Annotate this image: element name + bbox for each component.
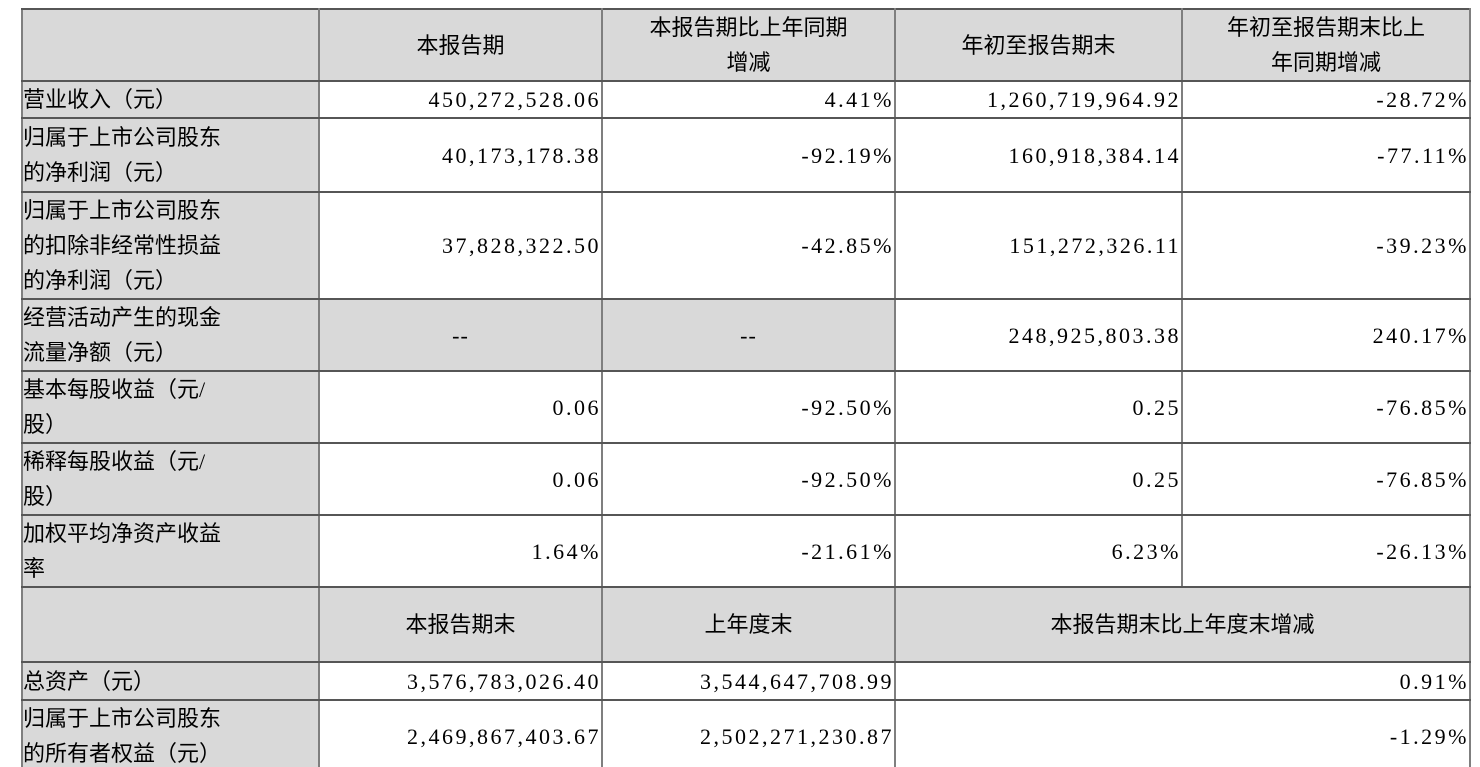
value-cell: 37,828,322.50 xyxy=(318,191,603,300)
value-cell-empty: -- xyxy=(318,298,603,372)
section1-header-ytd-yoy-change: 年初至报告期末比上 年同期增减 xyxy=(1181,8,1471,82)
section2-header-change-vs-prior-year-end: 本报告期末比上年度末增减 xyxy=(894,586,1471,663)
value-cell: -1.29% xyxy=(894,699,1471,767)
table-row-total-assets: 总资产（元） 3,576,783,026.40 3,544,647,708.99… xyxy=(21,661,1471,701)
value-cell: -42.85% xyxy=(601,191,896,300)
row-label-cell: 营业收入（元） xyxy=(21,80,320,119)
section2-header-row: 本报告期末 上年度末 本报告期末比上年度末增减 xyxy=(21,586,1471,663)
value-cell: 151,272,326.11 xyxy=(894,191,1183,300)
value-cell: -92.50% xyxy=(601,442,896,516)
row-label-cell: 经营活动产生的现金 流量净额（元） xyxy=(21,298,320,372)
value-cell: 3,544,647,708.99 xyxy=(601,661,896,701)
table-row-basic-eps: 基本每股收益（元/ 股） 0.06 -92.50% 0.25 -76.85% xyxy=(21,370,1471,444)
table-row-net-profit-excl-nonrecurring: 归属于上市公司股东 的扣除非经常性损益 的净利润（元） 37,828,322.5… xyxy=(21,191,1471,300)
value-cell: 160,918,384.14 xyxy=(894,117,1183,193)
table-row-owners-equity: 归属于上市公司股东 的所有者权益（元） 2,469,867,403.67 2,5… xyxy=(21,699,1471,767)
value-cell: -76.85% xyxy=(1181,442,1471,516)
section1-corner-cell xyxy=(21,8,320,82)
row-label-cell: 归属于上市公司股东 的扣除非经常性损益 的净利润（元） xyxy=(21,191,320,300)
value-cell: 1.64% xyxy=(318,514,603,588)
value-cell: 0.06 xyxy=(318,370,603,444)
section2-corner-cell xyxy=(21,586,320,663)
value-cell: 248,925,803.38 xyxy=(894,298,1183,372)
value-cell: 0.25 xyxy=(894,370,1183,444)
value-cell: 0.06 xyxy=(318,442,603,516)
table-row-operating-revenue: 营业收入（元） 450,272,528.06 4.41% 1,260,719,9… xyxy=(21,80,1471,119)
value-cell: -92.50% xyxy=(601,370,896,444)
table-row-diluted-eps: 稀释每股收益（元/ 股） 0.06 -92.50% 0.25 -76.85% xyxy=(21,442,1471,516)
financial-summary-table: 本报告期 本报告期比上年同期 增减 年初至报告期末 年初至报告期末比上 年同期增… xyxy=(21,8,1471,767)
row-label-cell: 归属于上市公司股东 的净利润（元） xyxy=(21,117,320,193)
row-label-cell: 加权平均净资产收益 率 xyxy=(21,514,320,588)
value-cell: 4.41% xyxy=(601,80,896,119)
section1-header-row: 本报告期 本报告期比上年同期 增减 年初至报告期末 年初至报告期末比上 年同期增… xyxy=(21,8,1471,82)
value-cell: 1,260,719,964.92 xyxy=(894,80,1183,119)
section2-header-period-end: 本报告期末 xyxy=(318,586,603,663)
value-cell: 6.23% xyxy=(894,514,1183,588)
row-label-cell: 基本每股收益（元/ 股） xyxy=(21,370,320,444)
value-cell: 40,173,178.38 xyxy=(318,117,603,193)
value-cell-empty: -- xyxy=(601,298,896,372)
row-label-cell: 稀释每股收益（元/ 股） xyxy=(21,442,320,516)
value-cell: -76.85% xyxy=(1181,370,1471,444)
value-cell: 240.17% xyxy=(1181,298,1471,372)
table-row-operating-cash-flow: 经营活动产生的现金 流量净额（元） -- -- 248,925,803.38 2… xyxy=(21,298,1471,372)
table-row-net-profit: 归属于上市公司股东 的净利润（元） 40,173,178.38 -92.19% … xyxy=(21,117,1471,193)
row-label-cell: 归属于上市公司股东 的所有者权益（元） xyxy=(21,699,320,767)
value-cell: -92.19% xyxy=(601,117,896,193)
value-cell: 2,469,867,403.67 xyxy=(318,699,603,767)
value-cell: 0.91% xyxy=(894,661,1471,701)
value-cell: 0.25 xyxy=(894,442,1183,516)
value-cell: 450,272,528.06 xyxy=(318,80,603,119)
value-cell: 3,576,783,026.40 xyxy=(318,661,603,701)
value-cell: 2,502,271,230.87 xyxy=(601,699,896,767)
section1-header-yoy-change: 本报告期比上年同期 增减 xyxy=(601,8,896,82)
value-cell: -77.11% xyxy=(1181,117,1471,193)
value-cell: -26.13% xyxy=(1181,514,1471,588)
section2-header-prior-year-end: 上年度末 xyxy=(601,586,896,663)
row-label-cell: 总资产（元） xyxy=(21,661,320,701)
value-cell: -28.72% xyxy=(1181,80,1471,119)
table-row-weighted-roe: 加权平均净资产收益 率 1.64% -21.61% 6.23% -26.13% xyxy=(21,514,1471,588)
section1-header-ytd: 年初至报告期末 xyxy=(894,8,1183,82)
value-cell: -39.23% xyxy=(1181,191,1471,300)
value-cell: -21.61% xyxy=(601,514,896,588)
section1-header-current-period: 本报告期 xyxy=(318,8,603,82)
